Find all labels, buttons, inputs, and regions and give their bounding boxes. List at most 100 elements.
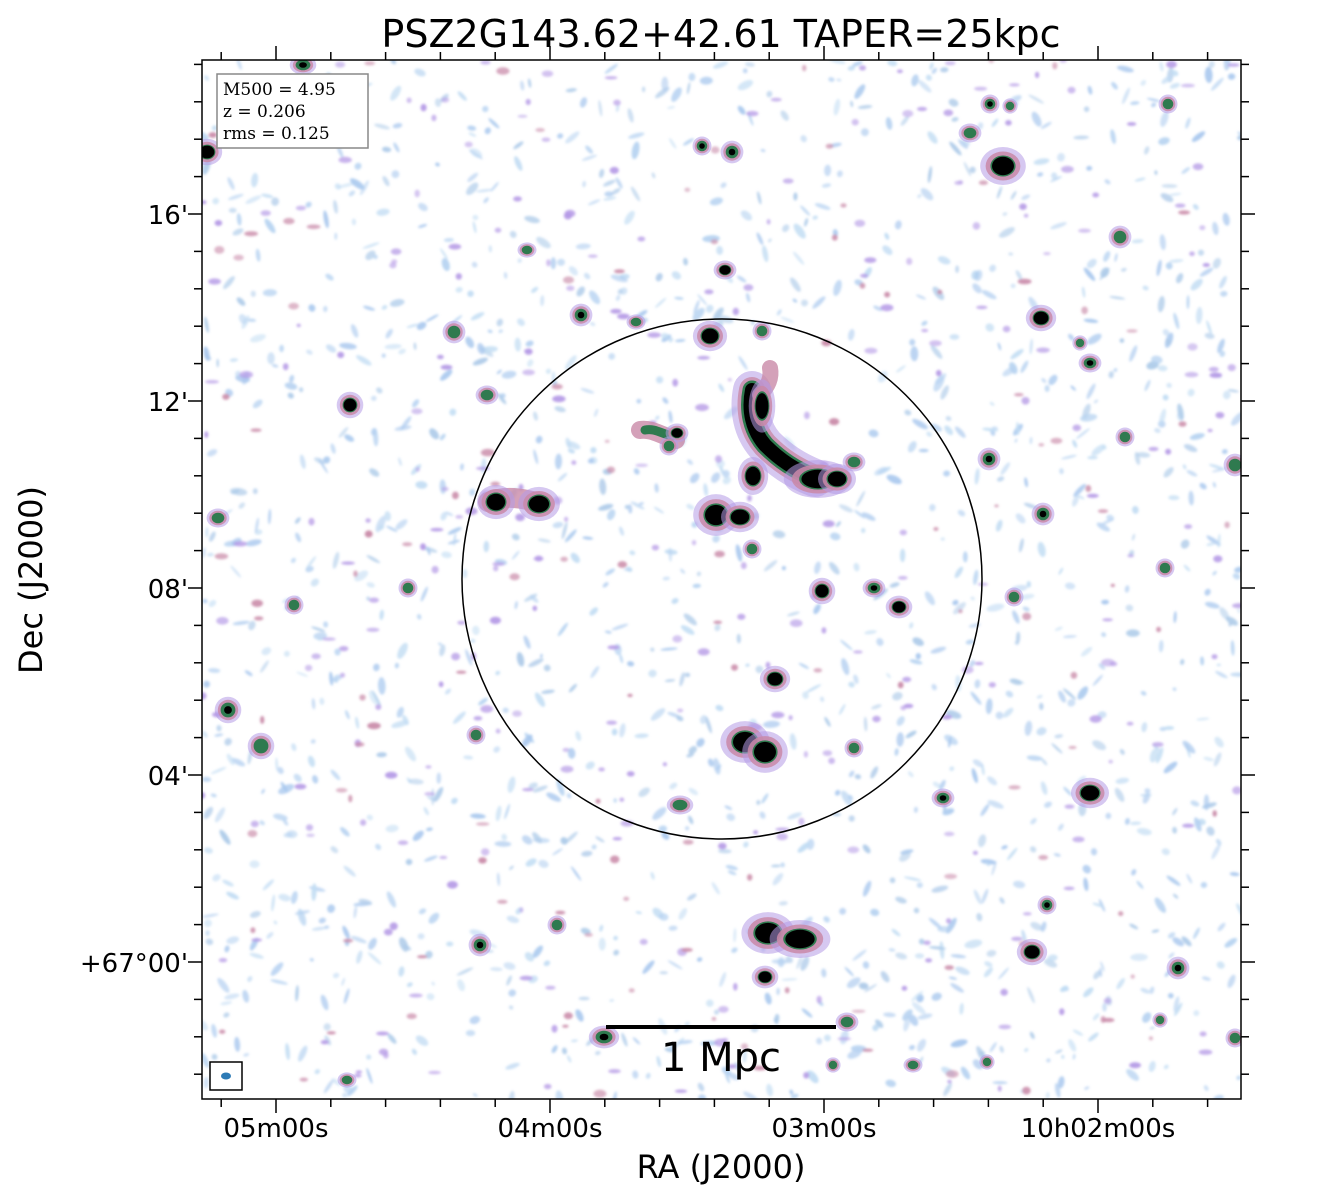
noise-speckle bbox=[588, 199, 601, 206]
noise-speckle bbox=[205, 930, 210, 936]
noise-speckle bbox=[824, 716, 831, 727]
noise-speckle bbox=[603, 179, 616, 187]
noise-speckle bbox=[1166, 382, 1172, 388]
noise-speckle bbox=[522, 835, 533, 845]
noise-speckle bbox=[798, 662, 810, 669]
noise-speckle bbox=[626, 771, 635, 777]
noise-speckle bbox=[252, 488, 258, 495]
x-tick-label: 05m00s bbox=[223, 1114, 328, 1144]
noise-speckle bbox=[619, 797, 625, 802]
noise-speckle bbox=[1072, 424, 1082, 432]
noise-speckle bbox=[560, 556, 568, 562]
noise-speckle bbox=[299, 454, 306, 469]
noise-speckle bbox=[230, 565, 242, 578]
noise-speckle bbox=[1211, 844, 1221, 860]
noise-speckle bbox=[954, 426, 966, 438]
noise-speckle bbox=[465, 649, 473, 666]
noise-speckle bbox=[807, 1070, 819, 1084]
noise-speckle bbox=[509, 573, 520, 581]
noise-speckle bbox=[369, 690, 379, 705]
noise-speckle bbox=[978, 180, 989, 185]
noise-speckle bbox=[727, 1064, 737, 1069]
noise-speckle bbox=[467, 290, 474, 297]
noise-speckle bbox=[900, 116, 909, 126]
noise-speckle bbox=[925, 958, 933, 963]
noise-speckle bbox=[1067, 333, 1075, 341]
figure-title: PSZ2G143.62+42.61 TAPER=25kpc bbox=[381, 12, 1060, 56]
noise-speckle bbox=[434, 98, 442, 107]
noise-speckle bbox=[901, 985, 908, 991]
noise-speckle bbox=[1048, 374, 1058, 386]
noise-speckle bbox=[457, 979, 465, 992]
noise-speckle bbox=[947, 736, 952, 748]
noise-speckle bbox=[632, 1037, 641, 1045]
noise-speckle bbox=[813, 603, 821, 615]
noise-speckle bbox=[1221, 449, 1228, 455]
noise-speckle bbox=[1172, 937, 1184, 947]
noise-speckle bbox=[766, 219, 771, 225]
noise-speckle bbox=[863, 716, 868, 732]
noise-speckle bbox=[935, 369, 942, 377]
noise-speckle bbox=[1130, 974, 1135, 979]
noise-speckle bbox=[916, 882, 923, 889]
noise-speckle bbox=[945, 1070, 959, 1078]
noise-speckle bbox=[306, 349, 313, 355]
noise-speckle bbox=[997, 1085, 1002, 1092]
noise-speckle bbox=[688, 815, 694, 825]
noise-speckle bbox=[686, 752, 695, 758]
noise-speckle bbox=[472, 1093, 478, 1097]
noise-speckle bbox=[662, 762, 668, 767]
noise-speckle bbox=[366, 814, 373, 821]
noise-speckle bbox=[533, 449, 539, 465]
noise-speckle bbox=[955, 966, 970, 976]
noise-speckle bbox=[248, 620, 256, 631]
noise-speckle bbox=[367, 952, 382, 965]
noise-speckle bbox=[804, 411, 810, 420]
x-tick-label: 10h02m00s bbox=[1021, 1114, 1176, 1144]
noise-speckle bbox=[384, 511, 391, 522]
noise-speckle bbox=[1037, 172, 1044, 177]
noise-speckle bbox=[854, 219, 866, 227]
noise-speckle bbox=[1126, 329, 1138, 333]
noise-speckle bbox=[1219, 607, 1230, 620]
info-rms: rms = 0.125 bbox=[223, 124, 330, 144]
noise-speckle bbox=[895, 365, 906, 373]
noise-speckle bbox=[250, 334, 266, 343]
noise-speckle bbox=[683, 613, 697, 626]
noise-speckle bbox=[536, 236, 551, 249]
noise-speckle bbox=[412, 399, 420, 408]
noise-speckle bbox=[1000, 462, 1011, 475]
noise-speckle bbox=[874, 466, 888, 476]
noise-speckle bbox=[638, 502, 644, 506]
noise-speckle bbox=[1165, 338, 1172, 345]
noise-speckle bbox=[604, 63, 618, 74]
noise-speckle bbox=[1159, 61, 1164, 72]
noise-speckle bbox=[260, 715, 265, 724]
noise-speckle bbox=[718, 383, 725, 392]
noise-speckle bbox=[1212, 221, 1219, 236]
noise-speckle bbox=[955, 675, 962, 692]
noise-speckle bbox=[495, 670, 501, 676]
noise-speckle bbox=[557, 472, 568, 482]
noise-speckle bbox=[1209, 464, 1224, 470]
noise-speckle bbox=[969, 166, 976, 174]
noise-speckle bbox=[385, 824, 399, 833]
noise-speckle bbox=[963, 161, 971, 177]
noise-speckle bbox=[1208, 61, 1215, 69]
noise-speckle bbox=[911, 74, 919, 87]
noise-speckle bbox=[943, 470, 951, 477]
noise-speckle bbox=[391, 720, 409, 729]
noise-speckle bbox=[582, 180, 586, 188]
noise-speckle bbox=[762, 245, 769, 263]
noise-speckle bbox=[744, 62, 755, 67]
noise-speckle bbox=[528, 782, 538, 790]
noise-speckle bbox=[216, 358, 219, 368]
noise-speckle bbox=[478, 697, 488, 706]
radio-source bbox=[1044, 902, 1050, 908]
noise-speckle bbox=[899, 529, 907, 536]
noise-speckle bbox=[561, 521, 568, 540]
noise-speckle bbox=[930, 646, 947, 654]
noise-speckle bbox=[334, 232, 338, 240]
y-tick-label: 04' bbox=[148, 762, 188, 792]
noise-speckle bbox=[398, 348, 406, 355]
